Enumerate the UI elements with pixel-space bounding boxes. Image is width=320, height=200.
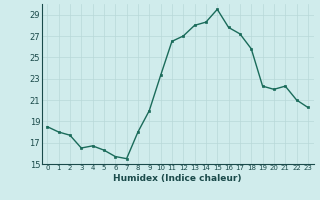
- X-axis label: Humidex (Indice chaleur): Humidex (Indice chaleur): [113, 174, 242, 183]
